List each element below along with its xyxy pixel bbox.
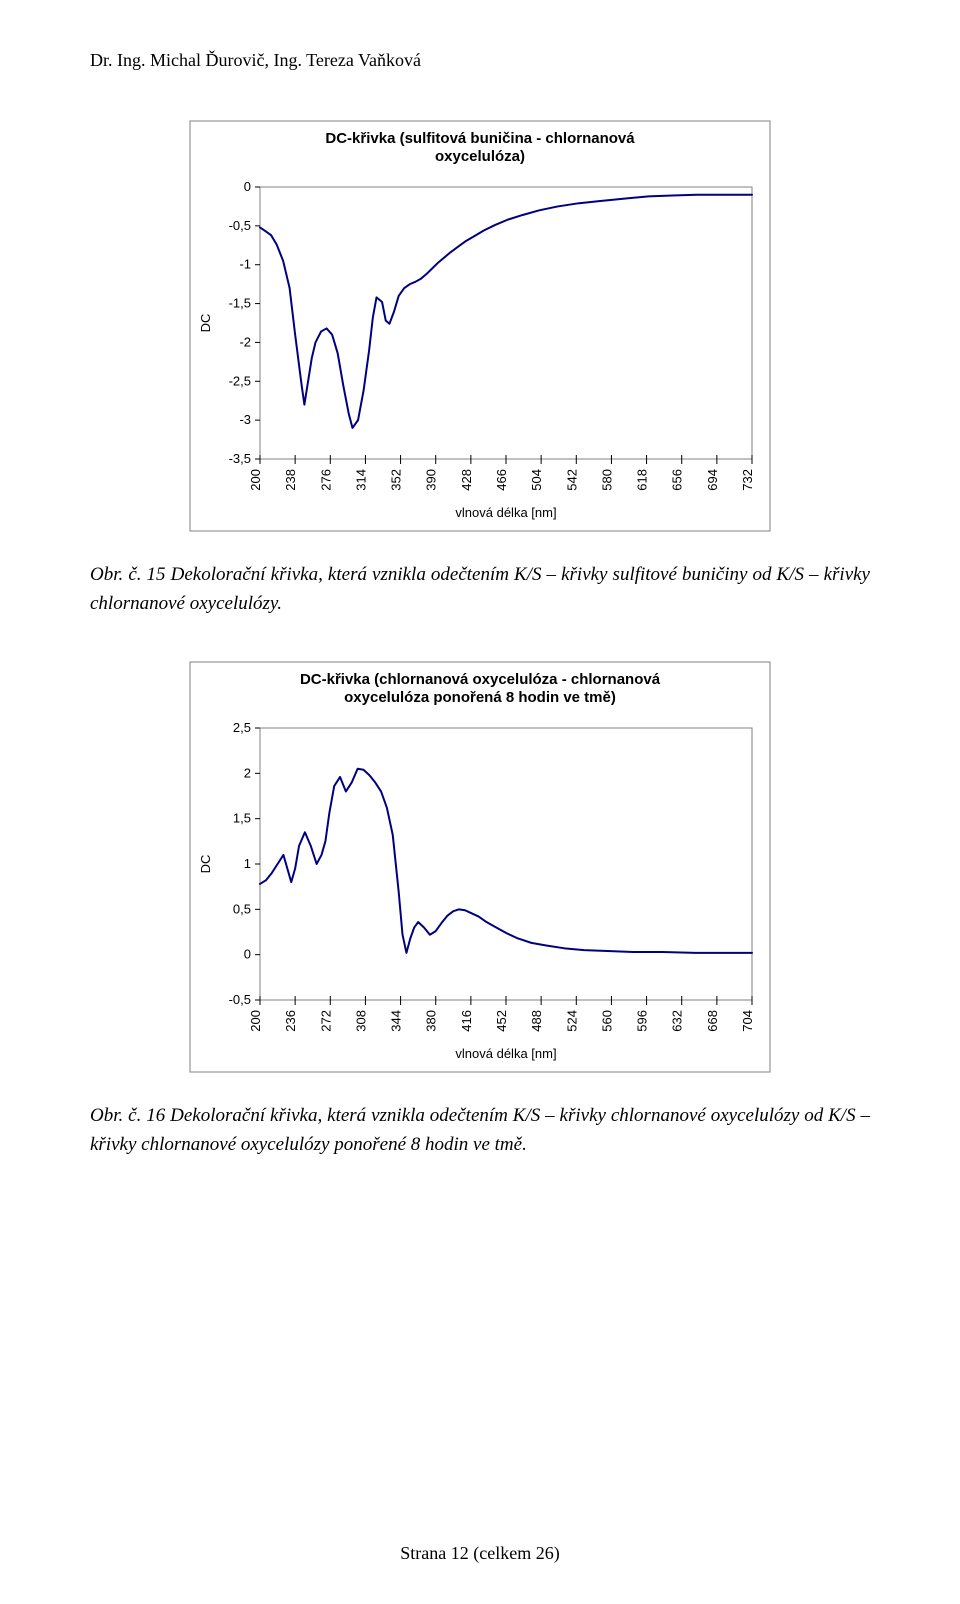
- page-header: Dr. Ing. Michal Ďurovič, Ing. Tereza Vaň…: [90, 50, 870, 71]
- svg-text:200: 200: [248, 469, 263, 491]
- svg-text:656: 656: [670, 469, 685, 491]
- svg-text:-3: -3: [239, 412, 251, 427]
- svg-text:238: 238: [283, 469, 298, 491]
- svg-text:DC: DC: [198, 314, 213, 333]
- caption-1: Obr. č. 15 Dekolorační křivka, která vzn…: [90, 561, 870, 618]
- svg-text:732: 732: [740, 469, 755, 491]
- svg-text:1: 1: [244, 856, 251, 871]
- svg-text:524: 524: [564, 1010, 579, 1032]
- chart-2: DC-křivka (chlornanová oxycelulóza - chl…: [180, 652, 780, 1082]
- svg-text:308: 308: [353, 1010, 368, 1032]
- chart-2-container: DC-křivka (chlornanová oxycelulóza - chl…: [180, 652, 780, 1082]
- svg-text:DC-křivka (sulfitová buničina: DC-křivka (sulfitová buničina - chlornan…: [325, 130, 635, 147]
- svg-text:-0,5: -0,5: [229, 218, 251, 233]
- svg-text:596: 596: [635, 1010, 650, 1032]
- svg-text:466: 466: [494, 469, 509, 491]
- chart-1-container: DC-křivka (sulfitová buničina - chlornan…: [180, 111, 780, 541]
- svg-text:380: 380: [424, 1010, 439, 1032]
- svg-text:DC-křivka (chlornanová oxycelu: DC-křivka (chlornanová oxycelulóza - chl…: [300, 671, 661, 688]
- svg-text:oxycelulóza): oxycelulóza): [435, 148, 525, 165]
- svg-text:704: 704: [740, 1010, 755, 1032]
- svg-text:0: 0: [244, 179, 251, 194]
- svg-text:276: 276: [318, 469, 333, 491]
- svg-text:560: 560: [599, 1010, 614, 1032]
- svg-text:416: 416: [459, 1010, 474, 1032]
- svg-text:1,5: 1,5: [233, 811, 251, 826]
- svg-text:618: 618: [635, 469, 650, 491]
- svg-text:-1,5: -1,5: [229, 296, 251, 311]
- caption-2: Obr. č. 16 Dekolorační křivka, která vzn…: [90, 1102, 870, 1159]
- svg-text:DC: DC: [198, 855, 213, 874]
- svg-text:236: 236: [283, 1010, 298, 1032]
- svg-text:390: 390: [424, 469, 439, 491]
- svg-text:580: 580: [599, 469, 614, 491]
- svg-text:0,5: 0,5: [233, 901, 251, 916]
- svg-text:200: 200: [248, 1010, 263, 1032]
- svg-text:-1: -1: [239, 257, 251, 272]
- svg-text:-2,5: -2,5: [229, 373, 251, 388]
- svg-text:-0,5: -0,5: [229, 992, 251, 1007]
- svg-text:-3,5: -3,5: [229, 451, 251, 466]
- svg-text:272: 272: [318, 1010, 333, 1032]
- svg-text:0: 0: [244, 947, 251, 962]
- svg-text:632: 632: [670, 1010, 685, 1032]
- page-footer: Strana 12 (celkem 26): [0, 1543, 960, 1564]
- svg-text:428: 428: [459, 469, 474, 491]
- svg-text:694: 694: [705, 469, 720, 491]
- svg-text:488: 488: [529, 1010, 544, 1032]
- svg-text:vlnová délka [nm]: vlnová délka [nm]: [455, 505, 556, 520]
- svg-text:352: 352: [389, 469, 404, 491]
- svg-text:452: 452: [494, 1010, 509, 1032]
- svg-text:668: 668: [705, 1010, 720, 1032]
- svg-text:2,5: 2,5: [233, 720, 251, 735]
- svg-text:542: 542: [564, 469, 579, 491]
- svg-text:2: 2: [244, 765, 251, 780]
- svg-text:344: 344: [389, 1010, 404, 1032]
- chart-1: DC-křivka (sulfitová buničina - chlornan…: [180, 111, 780, 541]
- svg-text:504: 504: [529, 469, 544, 491]
- svg-text:oxycelulóza ponořená 8 hodin v: oxycelulóza ponořená 8 hodin ve tmě): [344, 689, 616, 706]
- svg-text:-2: -2: [239, 334, 251, 349]
- svg-text:vlnová délka [nm]: vlnová délka [nm]: [455, 1046, 556, 1061]
- svg-text:314: 314: [353, 469, 368, 491]
